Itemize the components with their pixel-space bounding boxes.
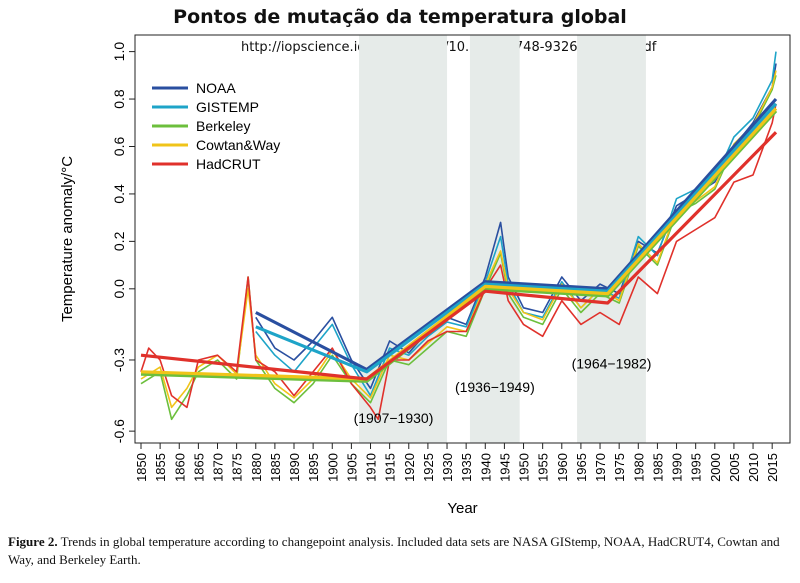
- shaded-period-0: [359, 35, 448, 443]
- x-tick-label: 1980: [631, 453, 646, 482]
- y-tick-label: -0.6: [111, 419, 127, 443]
- x-tick-label: 1865: [191, 453, 206, 482]
- x-tick-label: 1915: [383, 453, 398, 482]
- x-tick-label: 1875: [230, 453, 245, 482]
- figure-title: Pontos de mutação da temperatura global: [173, 6, 627, 28]
- x-axis-label: Year: [447, 500, 477, 517]
- series-gistemp-trend: [255, 102, 778, 374]
- x-tick-label: 1990: [670, 453, 685, 482]
- x-tick-label: 1960: [555, 453, 570, 482]
- x-tick-label: 1920: [402, 453, 417, 482]
- x-tick-label: 2015: [765, 453, 780, 482]
- y-tick-label: 0.6: [111, 137, 127, 157]
- x-tick-label: 1905: [344, 453, 359, 482]
- x-tick-label: 1895: [306, 453, 321, 482]
- series-hadcrut-trend: [140, 131, 778, 381]
- legend-label: Cowtan&Way: [196, 137, 280, 153]
- x-tick-label: 1975: [612, 453, 627, 482]
- y-tick-label: 1.0: [111, 42, 127, 62]
- series-noaa-trend: [255, 97, 778, 372]
- x-tick-label: 1995: [689, 453, 704, 482]
- x-tick-label: 1940: [478, 453, 493, 482]
- x-tick-label: 1885: [268, 453, 283, 482]
- x-tick-label: 1965: [574, 453, 589, 482]
- y-tick-label: 0.4: [111, 184, 127, 204]
- x-tick-label: 1910: [364, 453, 379, 482]
- caption-text: Trends in global temperature according t…: [8, 534, 780, 567]
- y-tick-label: 0.8: [111, 89, 127, 109]
- source-url: http://iopscience.iop.org/article/10.108…: [241, 40, 657, 55]
- temperature-chart: -0.6 -0.3 0.0 0.2 0.4 0.6 0.8 1.0 1850 1855 1860 18…: [59, 34, 791, 517]
- period-label: (1936−1949): [455, 379, 535, 395]
- legend-label: HadCRUT: [196, 156, 261, 172]
- x-tick-label: 1930: [440, 453, 455, 482]
- x-tick-label: 1925: [421, 453, 436, 482]
- x-tick-label: 1950: [517, 453, 532, 482]
- x-tick-label: 1985: [650, 453, 665, 482]
- caption-label: Figure 2.: [8, 534, 58, 549]
- y-axis-label: Temperature anomaly/°C: [59, 156, 76, 322]
- x-tick-label: 1945: [497, 453, 512, 482]
- shaded-period-2: [577, 35, 646, 443]
- legend-label: Berkeley: [196, 118, 250, 134]
- x-tick-label: 1890: [287, 453, 302, 482]
- x-tick-label: 1855: [153, 453, 168, 482]
- x-tick-label: 1870: [211, 453, 226, 482]
- x-tick-label: 1850: [134, 453, 149, 482]
- y-tick-label: 0.0: [111, 279, 127, 299]
- x-tick-label: 2010: [746, 453, 761, 482]
- plot-frame: [134, 34, 791, 444]
- legend-label: GISTEMP: [196, 99, 259, 115]
- x-tick-label: 1955: [536, 453, 551, 482]
- y-tick-label: 0.2: [111, 231, 127, 251]
- x-tick-label: 1935: [459, 453, 474, 482]
- x-tick-label: 1900: [325, 453, 340, 482]
- x-tick-label: 2000: [708, 453, 723, 482]
- legend-label: NOAA: [196, 80, 236, 96]
- period-label: (1964−1982): [572, 355, 652, 371]
- series-cowtan-way-trend: [140, 107, 778, 381]
- shaded-period-1: [469, 35, 520, 443]
- x-tick-label: 1970: [593, 453, 608, 482]
- y-tick-label: -0.3: [111, 348, 127, 372]
- figure-caption: Figure 2. Trends in global temperature a…: [8, 533, 792, 569]
- x-tick-label: 2005: [727, 453, 742, 482]
- x-tick-label: 1860: [172, 453, 187, 482]
- period-label: (1907−1930): [354, 410, 434, 426]
- x-tick-label: 1880: [249, 453, 264, 482]
